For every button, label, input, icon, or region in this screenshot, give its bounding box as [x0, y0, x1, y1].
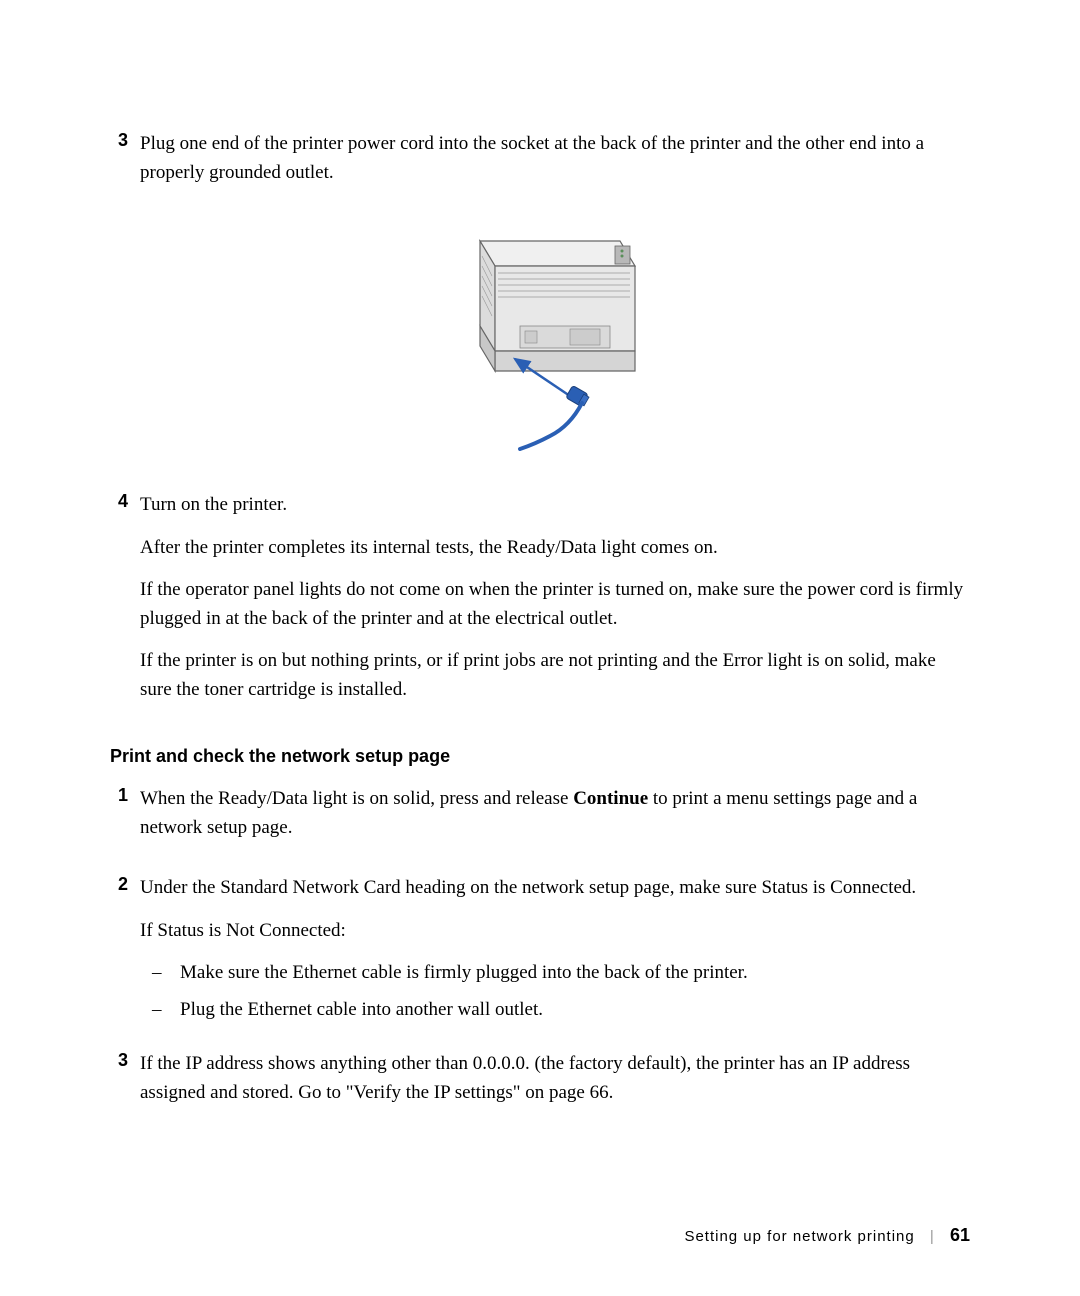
- step-body: Plug one end of the printer power cord i…: [140, 130, 970, 201]
- sub-item: – Plug the Ethernet cable into another w…: [152, 996, 970, 1025]
- sub-list: – Make sure the Ethernet cable is firmly…: [140, 959, 970, 1024]
- step-body: Turn on the printer. After the printer c…: [140, 491, 970, 718]
- step-text: Under the Standard Network Card heading …: [140, 874, 970, 903]
- step-text: After the printer completes its internal…: [140, 534, 970, 563]
- step-text: If the operator panel lights do not come…: [140, 576, 970, 633]
- printer-figure: [110, 231, 970, 451]
- section-heading: Print and check the network setup page: [110, 746, 970, 767]
- step-text: If Status is Not Connected:: [140, 917, 970, 946]
- footer-page-number: 61: [950, 1225, 970, 1245]
- step-text: If the printer is on but nothing prints,…: [140, 647, 970, 704]
- step-body: Under the Standard Network Card heading …: [140, 874, 970, 1032]
- page-footer: Setting up for network printing | 61: [684, 1225, 970, 1246]
- dash-icon: –: [152, 996, 180, 1025]
- step-number: 2: [110, 874, 140, 1032]
- footer-divider: |: [930, 1228, 935, 1245]
- step-4: 4 Turn on the printer. After the printer…: [110, 491, 970, 718]
- step-number: 1: [110, 785, 140, 856]
- sub-item: – Make sure the Ethernet cable is firmly…: [152, 959, 970, 988]
- step-text: Plug one end of the printer power cord i…: [140, 130, 970, 187]
- step-body: When the Ready/Data light is on solid, p…: [140, 785, 970, 856]
- text-bold: Continue: [573, 788, 648, 809]
- sub-text: Plug the Ethernet cable into another wal…: [180, 996, 543, 1025]
- step-body: If the IP address shows anything other t…: [140, 1050, 970, 1121]
- step-text: If the IP address shows anything other t…: [140, 1050, 970, 1107]
- step-number: 3: [110, 1050, 140, 1121]
- step-c2: 2 Under the Standard Network Card headin…: [110, 874, 970, 1032]
- text-pre: When the Ready/Data light is on solid, p…: [140, 788, 573, 809]
- step-c1: 1 When the Ready/Data light is on solid,…: [110, 785, 970, 856]
- dash-icon: –: [152, 959, 180, 988]
- footer-section: Setting up for network printing: [684, 1228, 914, 1245]
- step-c3: 3 If the IP address shows anything other…: [110, 1050, 970, 1121]
- step-3: 3 Plug one end of the printer power cord…: [110, 130, 970, 201]
- step-number: 4: [110, 491, 140, 718]
- step-text: When the Ready/Data light is on solid, p…: [140, 785, 970, 842]
- sub-text: Make sure the Ethernet cable is firmly p…: [180, 959, 748, 988]
- printer-illustration: [420, 231, 660, 451]
- step-text: Turn on the printer.: [140, 491, 970, 520]
- step-number: 3: [110, 130, 140, 201]
